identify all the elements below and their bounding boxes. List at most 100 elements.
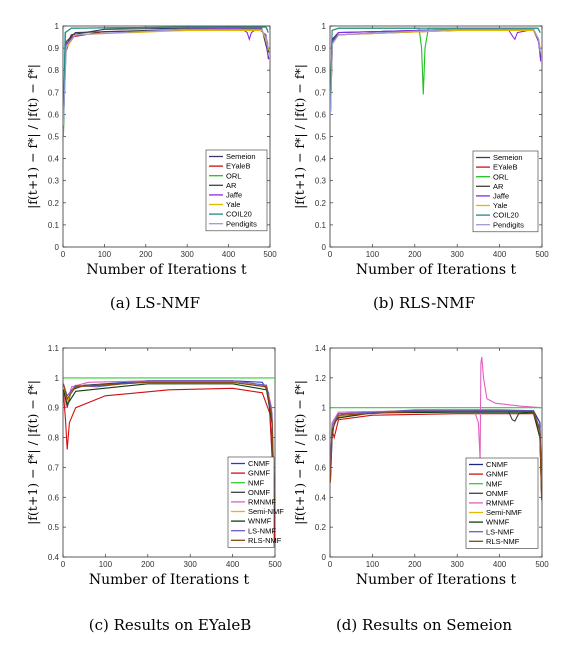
legend-label: Jaffe: [226, 191, 242, 200]
y-tick-label: 0: [55, 243, 60, 252]
legend-label: Yale: [226, 200, 240, 209]
x-tick-label: 0: [61, 250, 66, 259]
legend-label: EYaleB: [226, 162, 250, 171]
y-axis-label: |f(t+1) − f*| / |f(t) − f*|: [292, 64, 307, 209]
y-tick-label: 1: [322, 22, 327, 31]
y-tick-label: 0: [322, 243, 327, 252]
legend-box: [472, 150, 539, 233]
chart-panel: 0 100 200 300 400 500 0 0.1 0.2 0.3 0.4 0.5 0.6 0.7 0.…: [292, 22, 549, 312]
x-tick-label: 100: [366, 560, 380, 569]
legend-label: WNMF: [248, 517, 272, 526]
y-tick-label: 0.4: [48, 553, 60, 562]
legend-label: ORL: [226, 171, 241, 180]
y-tick-label: 0.8: [315, 434, 327, 443]
y-tick-label: 0.1: [315, 221, 327, 230]
x-tick-label: 500: [535, 560, 549, 569]
legend-label: Semeion: [493, 153, 523, 162]
legend: CNMFGNMFNMFONMFRMNMFSemi-NMFWNMFLS-NMFRL…: [465, 457, 539, 549]
legend-box: [205, 149, 268, 232]
x-tick-label: 0: [328, 560, 333, 569]
legend-label: LS-NMF: [248, 526, 276, 535]
series-line-coil20: [63, 26, 269, 126]
series-group: [63, 377, 275, 543]
series-group: [63, 26, 270, 137]
figure-caption: (a) LS-NMF: [110, 294, 200, 312]
x-tick-label: 0: [328, 250, 333, 259]
legend-label: EYaleB: [493, 163, 517, 172]
x-tick-label: 200: [141, 560, 155, 569]
y-tick-label: 0.5: [48, 523, 60, 532]
series-line-rls-nmf: [63, 381, 275, 504]
series-group: [330, 356, 542, 501]
legend-label: NMF: [248, 478, 265, 487]
y-tick-label: 0.9: [48, 404, 60, 413]
legend-label: GNMF: [486, 470, 508, 479]
legend-label: CNMF: [248, 459, 270, 468]
series-line-coil20: [330, 27, 541, 115]
y-tick-label: 1: [55, 22, 60, 31]
y-tick-label: 0.8: [48, 66, 60, 75]
y-tick-label: 0.4: [315, 493, 327, 502]
y-tick-label: 0.5: [315, 133, 327, 142]
y-tick-label: 1: [55, 374, 60, 383]
x-tick-label: 400: [493, 560, 507, 569]
x-tick-label: 500: [263, 250, 277, 259]
chart-panel: 0 100 200 300 400 500 0.4 0.5 0.6 0.7 0.8 0.9 1 1.1 CN…: [25, 344, 284, 634]
x-tick-label: 0: [61, 560, 66, 569]
y-tick-label: 0.1: [48, 221, 60, 230]
legend-label: Semi-NMF: [248, 507, 284, 516]
y-tick-label: 0.3: [48, 177, 60, 186]
series-line-gnmf: [63, 387, 275, 543]
legend: CNMFGNMFNMFONMFRMNMFSemi-NMFWNMFLS-NMFRL…: [227, 456, 284, 548]
x-tick-label: 100: [366, 250, 380, 259]
x-tick-label: 500: [535, 250, 549, 259]
x-axis-label: Number of Iterations t: [356, 262, 517, 278]
legend-label: ONMF: [486, 489, 508, 498]
x-tick-label: 100: [98, 250, 112, 259]
legend-label: COIL20: [226, 210, 252, 219]
legend-label: AR: [493, 182, 504, 191]
figure-caption: (b) RLS-NMF: [373, 294, 475, 312]
x-tick-label: 300: [181, 250, 195, 259]
y-tick-label: 0.6: [48, 493, 60, 502]
x-tick-label: 300: [451, 560, 465, 569]
figure-caption: (c) Results on EYaleB: [89, 616, 251, 634]
series-line-pendigits: [330, 28, 541, 115]
legend: SemeionEYaleBORLARJaffeYaleCOIL20Pendigi…: [205, 149, 268, 232]
x-tick-label: 400: [493, 250, 507, 259]
series-line-ls-nmf: [330, 410, 542, 483]
y-axis-label: |f(t+1) − f*| / |f(t) − f*|: [25, 380, 40, 525]
x-axis-label: Number of Iterations t: [356, 572, 517, 588]
y-tick-label: 0.2: [48, 199, 60, 208]
y-tick-label: 0.8: [315, 66, 327, 75]
legend-label: LS-NMF: [486, 527, 514, 536]
x-tick-label: 300: [184, 560, 198, 569]
figure-caption: (d) Results on Semeion: [336, 616, 512, 634]
legend-label: AR: [226, 181, 237, 190]
y-tick-label: 1.2: [315, 374, 327, 383]
legend-label: ORL: [493, 172, 508, 181]
legend-label: RMNMF: [248, 498, 276, 507]
y-tick-label: 0.6: [315, 110, 327, 119]
legend-label: Semi-NMF: [486, 508, 522, 517]
series-line-pendigits: [63, 28, 269, 126]
chart-panel: 0 100 200 300 400 500 0 0.1 0.2 0.3 0.4 0.5 0.6 0.7 0.…: [25, 22, 277, 312]
y-tick-label: 1.1: [48, 344, 60, 353]
y-axis-label: |f(t+1) − f*| / |f(t) − f*|: [292, 380, 307, 525]
x-tick-label: 200: [408, 250, 422, 259]
legend-label: RMNMF: [486, 499, 514, 508]
legend-label: CNMF: [486, 460, 508, 469]
x-axis-label: Number of Iterations t: [89, 572, 250, 588]
x-axis-label: Number of Iterations t: [86, 262, 247, 278]
y-tick-label: 0.9: [315, 44, 327, 53]
legend-label: NMF: [486, 479, 503, 488]
x-tick-label: 100: [99, 560, 113, 569]
legend-label: ONMF: [248, 488, 270, 497]
y-tick-label: 0: [322, 553, 327, 562]
legend-label: Yale: [493, 201, 507, 210]
y-tick-label: 1.4: [315, 344, 327, 353]
legend-label: COIL20: [493, 211, 519, 220]
chart-panel: 0 100 200 300 400 500 0 0.2 0.4 0.6 0.8 1 1.2 1.4 CNMF…: [292, 344, 549, 634]
y-tick-label: 0.2: [315, 523, 327, 532]
series-line-rls-nmf: [330, 410, 542, 501]
